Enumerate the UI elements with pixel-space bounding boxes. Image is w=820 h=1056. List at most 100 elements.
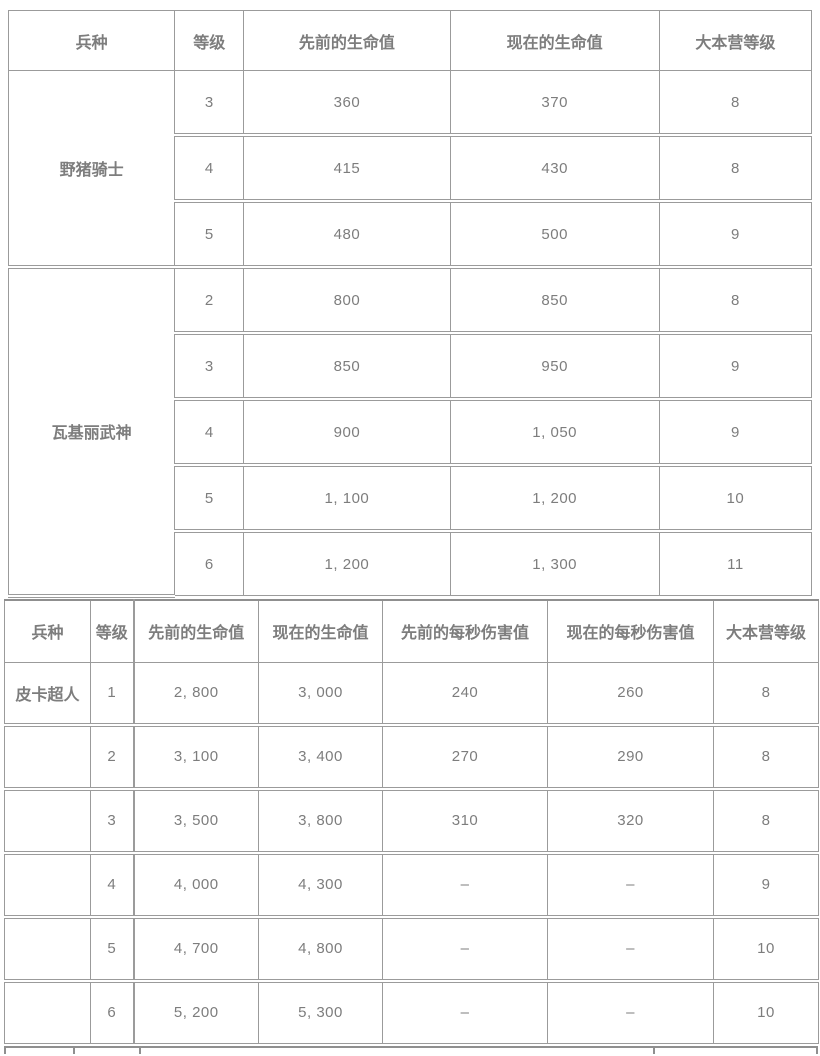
- value-cell: 3, 500: [132, 786, 259, 855]
- header-troop-type: 兵种: [7, 10, 176, 71]
- level-cell: 5: [90, 914, 134, 983]
- value-cell: 1, 050: [449, 397, 660, 467]
- header-current-hp: 现在的生命值: [449, 10, 660, 71]
- level-cell: 5: [174, 199, 245, 269]
- header-townhall-level: 大本营等级: [713, 599, 819, 663]
- table-row: 野猪骑士 3 360 370 8: [7, 70, 813, 269]
- level-cell: 3: [174, 331, 245, 401]
- level-cell: 5: [174, 463, 245, 533]
- value-cell: 4, 000: [132, 850, 259, 919]
- level-cell: 1: [90, 661, 134, 727]
- column-divider: [139, 1047, 141, 1054]
- level-cell: 6: [90, 978, 134, 1044]
- value-cell: 270: [382, 722, 548, 791]
- value-cell: –: [382, 978, 548, 1044]
- value-cell: 310: [382, 786, 548, 855]
- value-cell: –: [547, 914, 714, 983]
- value-cell: 5, 300: [258, 978, 383, 1044]
- table-row: 2 3, 100 3, 400 270 290 8: [4, 722, 819, 791]
- level-cell: 3: [174, 70, 245, 137]
- value-cell: 430: [449, 133, 660, 203]
- value-cell: 850: [449, 265, 660, 335]
- value-cell: 4, 800: [258, 914, 383, 983]
- unit-name-cell: [4, 722, 91, 791]
- header-current-hp: 现在的生命值: [258, 599, 383, 663]
- level-cell: 4: [90, 850, 134, 919]
- value-cell: 290: [547, 722, 714, 791]
- level-cell: 2: [90, 722, 134, 791]
- header-previous-hp: 先前的生命值: [132, 599, 259, 663]
- value-cell: 5, 200: [132, 978, 259, 1044]
- value-cell: 360: [243, 70, 451, 137]
- column-divider: [4, 1047, 6, 1054]
- table-row: 5 480 500 9: [9, 199, 813, 269]
- value-cell: –: [382, 914, 548, 983]
- column-divider: [73, 1047, 75, 1054]
- value-cell: 9: [658, 397, 813, 467]
- value-cell: 8: [713, 661, 819, 727]
- value-cell: 900: [243, 397, 451, 467]
- value-cell: 260: [547, 661, 714, 727]
- value-cell: 8: [658, 70, 813, 137]
- value-cell: 3, 100: [132, 722, 259, 791]
- value-cell: 320: [547, 786, 714, 855]
- table1-body: 野猪骑士 3 360 370 8 4 415 430 8 5 480 500 9 瓦基丽武神 2 800 850…: [7, 70, 813, 598]
- value-cell: 3, 000: [258, 661, 383, 727]
- value-cell: –: [547, 978, 714, 1044]
- troop-hp-dps-table: 兵种 等级 先前的生命值 现在的生命值 先前的每秒伤害值 现在的每秒伤害值 大本…: [4, 598, 819, 1044]
- value-cell: 10: [713, 914, 819, 983]
- value-cell: 800: [243, 265, 451, 335]
- level-cell: 4: [174, 133, 245, 203]
- unit-name-cell: [4, 914, 91, 983]
- unit-name-cell: 瓦基丽武神: [7, 265, 176, 598]
- header-level: 等级: [174, 10, 245, 71]
- table-row: 3 3, 500 3, 800 310 320 8: [4, 786, 819, 855]
- value-cell: 11: [658, 529, 813, 596]
- troop-hp-table: 兵种 等级 先前的生命值 现在的生命值 大本营等级 野猪骑士 3 360 370 8 4 4…: [7, 10, 813, 598]
- table-row: 皮卡超人 1 2, 800 3, 000 240 260 8: [4, 661, 819, 727]
- value-cell: –: [547, 850, 714, 919]
- next-table-partial-top-border: [4, 1045, 818, 1056]
- table2-header-row: 兵种 等级 先前的生命值 现在的生命值 先前的每秒伤害值 现在的每秒伤害值 大本…: [4, 599, 819, 663]
- table-row: 3 850 950 9: [9, 331, 813, 401]
- level-cell: 6: [174, 529, 245, 596]
- unit-name-cell: [4, 978, 91, 1044]
- table-row: 4 415 430 8: [9, 133, 813, 203]
- header-previous-hp: 先前的生命值: [243, 10, 451, 71]
- value-cell: 1, 300: [449, 529, 660, 596]
- column-divider: [653, 1047, 655, 1054]
- value-cell: 4, 300: [258, 850, 383, 919]
- value-cell: 370: [449, 70, 660, 137]
- table2-body: 皮卡超人 1 2, 800 3, 000 240 260 8 2 3, 100 3, 400 270…: [4, 661, 819, 1044]
- value-cell: 480: [243, 199, 451, 269]
- table-row: 6 1, 200 1, 300 11: [9, 529, 813, 596]
- value-cell: 8: [658, 133, 813, 203]
- level-cell: 2: [174, 265, 245, 335]
- value-cell: 415: [243, 133, 451, 203]
- value-cell: 950: [449, 331, 660, 401]
- column-divider: [816, 1047, 818, 1054]
- table-row: 5 1, 100 1, 200 10: [9, 463, 813, 533]
- value-cell: 240: [382, 661, 548, 727]
- table-row: 4 900 1, 050 9: [9, 397, 813, 467]
- value-cell: 3, 800: [258, 786, 383, 855]
- level-cell: 4: [174, 397, 245, 467]
- unit-name-cell: 野猪骑士: [7, 70, 176, 269]
- value-cell: 8: [713, 722, 819, 791]
- value-cell: 9: [713, 850, 819, 919]
- table-row: 5 4, 700 4, 800– –10: [4, 914, 819, 983]
- value-cell: –: [382, 850, 548, 919]
- value-cell: 8: [658, 265, 813, 335]
- unit-name-cell: [4, 786, 91, 855]
- table-row: 4 4, 000 4, 300– –9: [4, 850, 819, 919]
- header-level: 等级: [90, 599, 134, 663]
- table-row: 瓦基丽武神 2 800 850 8: [7, 265, 813, 598]
- table-row: 6 5, 200 5, 300– –10: [4, 978, 819, 1044]
- header-townhall-level: 大本营等级: [658, 10, 813, 71]
- value-cell: 10: [713, 978, 819, 1044]
- value-cell: 10: [658, 463, 813, 533]
- table1-header-row: 兵种 等级 先前的生命值 现在的生命值 大本营等级: [7, 10, 813, 71]
- header-previous-dps: 先前的每秒伤害值: [382, 599, 548, 663]
- value-cell: 500: [449, 199, 660, 269]
- header-current-dps: 现在的每秒伤害值: [547, 599, 714, 663]
